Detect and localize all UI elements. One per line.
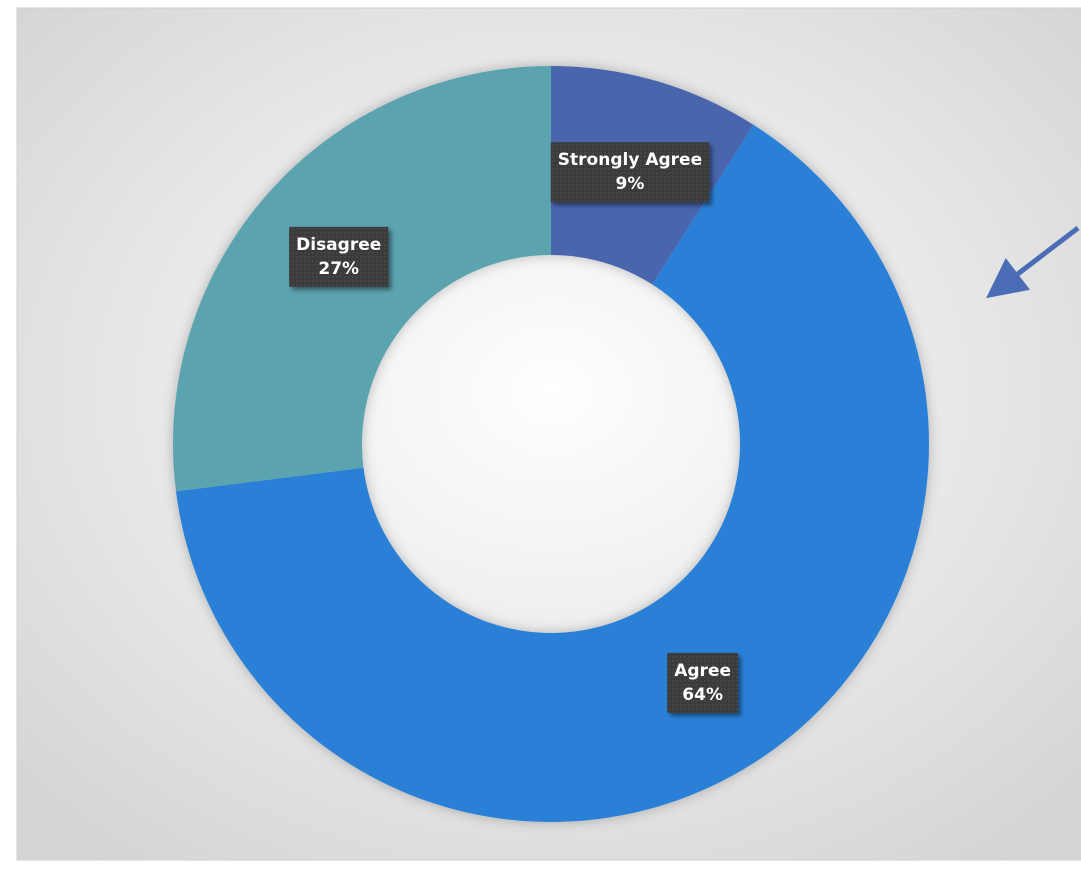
label-value: 64% [682, 685, 723, 705]
label-value: 9% [616, 174, 645, 194]
arrow [986, 226, 1080, 299]
donut-slice [175, 124, 930, 822]
label-box [667, 652, 739, 713]
label-value: 27% [318, 259, 359, 279]
label-category: Agree [674, 661, 731, 681]
data-label: Strongly Agree 9% [550, 142, 710, 203]
label-category: Strongly Agree [558, 150, 702, 170]
label-category: Disagree [296, 235, 381, 255]
label-box [550, 142, 710, 203]
label-box [289, 226, 389, 287]
data-label: Agree 64% [667, 652, 739, 713]
data-labels: Strongly Agree 9% Agree 64% Disagree 27% [289, 142, 739, 713]
data-label: Disagree 27% [289, 226, 389, 287]
